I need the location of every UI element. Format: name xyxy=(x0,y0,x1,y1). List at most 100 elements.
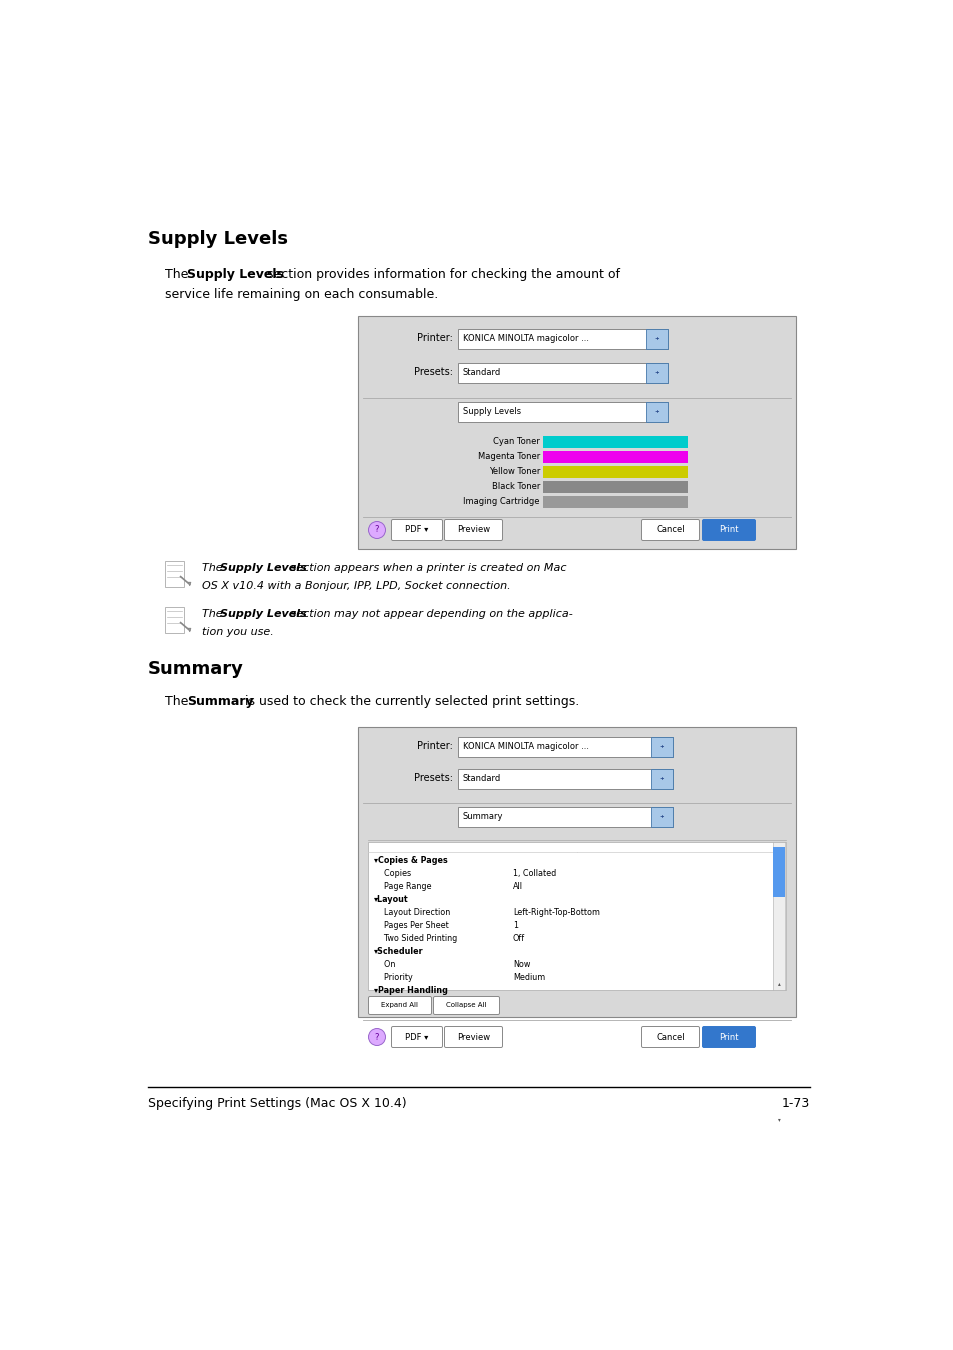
Text: The: The xyxy=(202,609,226,620)
Text: section appears when a printer is created on Mac: section appears when a printer is create… xyxy=(287,563,566,572)
Bar xyxy=(457,807,672,828)
FancyBboxPatch shape xyxy=(640,520,699,540)
Text: Summary: Summary xyxy=(148,660,244,678)
Bar xyxy=(357,316,795,549)
Text: Summary: Summary xyxy=(462,813,503,822)
Bar xyxy=(357,728,795,1017)
Text: section may not appear depending on the applica-: section may not appear depending on the … xyxy=(287,609,572,620)
Text: tion you use.: tion you use. xyxy=(202,626,274,637)
Bar xyxy=(457,363,667,383)
Text: +: + xyxy=(654,336,659,342)
Bar xyxy=(650,737,672,757)
Text: Printer:: Printer: xyxy=(416,333,453,343)
Text: +: + xyxy=(659,776,663,782)
Bar xyxy=(542,495,687,508)
Bar xyxy=(165,562,184,587)
Bar xyxy=(457,402,667,423)
Text: Summary: Summary xyxy=(187,695,253,707)
Text: Preview: Preview xyxy=(456,525,490,535)
Bar xyxy=(165,608,184,633)
Text: Layout Direction: Layout Direction xyxy=(374,909,450,917)
Text: ▾Scheduler: ▾Scheduler xyxy=(374,946,423,956)
FancyBboxPatch shape xyxy=(640,1026,699,1048)
Bar xyxy=(457,737,672,757)
Text: Two Sided Printing: Two Sided Printing xyxy=(374,934,456,944)
Text: Print: Print xyxy=(719,525,738,535)
Text: PDF ▾: PDF ▾ xyxy=(405,525,428,535)
Text: +: + xyxy=(659,744,663,749)
Text: Presets:: Presets: xyxy=(414,367,453,377)
Text: Medium: Medium xyxy=(513,973,545,981)
Text: Page Range: Page Range xyxy=(374,882,431,891)
Bar xyxy=(457,769,672,788)
Text: OS X v10.4 with a Bonjour, IPP, LPD, Socket connection.: OS X v10.4 with a Bonjour, IPP, LPD, Soc… xyxy=(202,580,510,591)
FancyBboxPatch shape xyxy=(391,520,442,540)
Text: ▾: ▾ xyxy=(777,1118,780,1122)
Circle shape xyxy=(368,1029,385,1045)
Text: Magenta Toner: Magenta Toner xyxy=(477,452,539,460)
Bar xyxy=(645,363,667,383)
Text: Standard: Standard xyxy=(462,369,500,378)
Text: Priority: Priority xyxy=(374,973,413,981)
Text: 1, Collated: 1, Collated xyxy=(513,869,556,878)
Text: ▾Copies & Pages: ▾Copies & Pages xyxy=(374,856,447,865)
FancyBboxPatch shape xyxy=(444,520,502,540)
Text: Printer:: Printer: xyxy=(416,741,453,751)
Text: Pages Per Sheet: Pages Per Sheet xyxy=(374,921,448,930)
Text: All: All xyxy=(513,882,522,891)
Text: Supply Levels: Supply Levels xyxy=(462,408,520,417)
Text: Specifying Print Settings (Mac OS X 10.4): Specifying Print Settings (Mac OS X 10.4… xyxy=(148,1098,406,1110)
FancyBboxPatch shape xyxy=(701,1026,755,1048)
Bar xyxy=(650,769,672,788)
Text: Supply Levels: Supply Levels xyxy=(220,609,307,620)
Text: Yellow Toner: Yellow Toner xyxy=(488,467,539,477)
Text: Supply Levels: Supply Levels xyxy=(187,269,284,281)
Text: Left-Right-Top-Bottom: Left-Right-Top-Bottom xyxy=(513,909,599,917)
Text: +: + xyxy=(659,814,663,819)
Text: Imaging Cartridge: Imaging Cartridge xyxy=(463,497,539,506)
Bar xyxy=(645,329,667,350)
Text: Print: Print xyxy=(719,1033,738,1041)
Text: +: + xyxy=(654,409,659,414)
Text: KONICA MINOLTA magicolor ...: KONICA MINOLTA magicolor ... xyxy=(462,335,588,343)
Bar xyxy=(542,451,687,463)
Bar xyxy=(772,846,784,896)
Text: Cancel: Cancel xyxy=(656,525,684,535)
Text: section provides information for checking the amount of: section provides information for checkin… xyxy=(263,269,619,281)
Text: 1-73: 1-73 xyxy=(781,1098,809,1110)
Text: Cancel: Cancel xyxy=(656,1033,684,1041)
Text: The: The xyxy=(165,269,193,281)
Circle shape xyxy=(368,521,385,539)
Text: ?: ? xyxy=(375,525,379,535)
Text: ▾Layout: ▾Layout xyxy=(374,895,408,905)
Text: ▾Paper Handling: ▾Paper Handling xyxy=(374,986,447,995)
Text: Presets:: Presets: xyxy=(414,774,453,783)
FancyBboxPatch shape xyxy=(368,996,431,1014)
Bar xyxy=(542,481,687,493)
Text: Collapse All: Collapse All xyxy=(446,1003,486,1008)
FancyBboxPatch shape xyxy=(433,996,499,1014)
Bar xyxy=(542,466,687,478)
Bar xyxy=(650,807,672,828)
Text: 1: 1 xyxy=(513,921,517,930)
Bar xyxy=(772,842,784,990)
Text: Standard: Standard xyxy=(462,775,500,783)
Text: Cyan Toner: Cyan Toner xyxy=(493,437,539,446)
Text: +: + xyxy=(654,370,659,375)
Text: Preview: Preview xyxy=(456,1033,490,1041)
Text: Black Toner: Black Toner xyxy=(491,482,539,491)
Bar xyxy=(457,329,667,350)
FancyBboxPatch shape xyxy=(701,520,755,540)
Text: PDF ▾: PDF ▾ xyxy=(405,1033,428,1041)
Bar xyxy=(368,842,785,990)
Text: Copies: Copies xyxy=(374,869,411,878)
FancyBboxPatch shape xyxy=(444,1026,502,1048)
Text: KONICA MINOLTA magicolor ...: KONICA MINOLTA magicolor ... xyxy=(462,743,588,752)
Text: service life remaining on each consumable.: service life remaining on each consumabl… xyxy=(165,288,437,301)
Text: The: The xyxy=(202,563,226,572)
FancyBboxPatch shape xyxy=(391,1026,442,1048)
Bar xyxy=(645,402,667,423)
Text: Expand All: Expand All xyxy=(381,1003,418,1008)
Text: ?: ? xyxy=(375,1033,379,1041)
Text: Off: Off xyxy=(513,934,524,944)
